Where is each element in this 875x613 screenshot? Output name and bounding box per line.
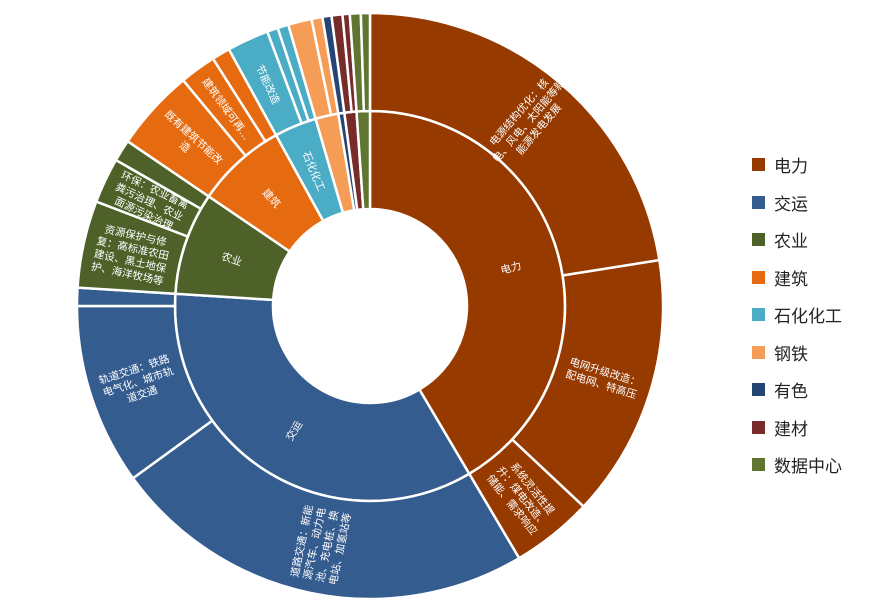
legend-item-4[interactable]: 石化化工 [752,296,842,334]
legend-item-8[interactable]: 数据中心 [752,446,842,484]
legend-item-3[interactable]: 建筑 [752,259,842,297]
legend-label: 钢铁 [774,344,808,365]
legend-item-2[interactable]: 农业 [752,221,842,259]
legend-label: 数据中心 [774,457,842,478]
category-8-sub-1-outer-segment[interactable] [359,11,372,113]
category-2-inner-label: 农业 [220,250,244,269]
legend-swatch [752,308,765,322]
legend-swatch [752,345,765,359]
legend-swatch [752,420,765,434]
legend-swatch [752,458,765,472]
legend-label: 有色 [774,382,808,403]
legend-swatch [752,270,765,284]
legend-label: 建筑 [774,269,808,290]
legend-label: 交运 [774,194,808,215]
category-0-sub-0-outer-segment[interactable] [368,11,661,277]
category-1-sub-0-outer-segment[interactable] [131,418,521,601]
category-0-inner-label: 电力 [499,259,523,277]
legend-swatch [752,195,765,209]
legend-label: 建材 [774,419,808,440]
legend-item-0[interactable]: 电力 [752,146,842,184]
chart-legend: 电力交运农业建筑石化化工钢铁有色建材数据中心 [752,146,842,484]
legend-item-5[interactable]: 钢铁 [752,334,842,372]
legend-swatch [752,158,765,172]
legend-swatch [752,233,765,247]
legend-label: 农业 [774,232,808,253]
legend-item-1[interactable]: 交运 [752,184,842,222]
legend-label: 电力 [774,157,808,178]
legend-swatch [752,383,765,397]
legend-item-6[interactable]: 有色 [752,371,842,409]
legend-label: 石化化工 [774,307,842,328]
legend-item-7[interactable]: 建材 [752,409,842,447]
